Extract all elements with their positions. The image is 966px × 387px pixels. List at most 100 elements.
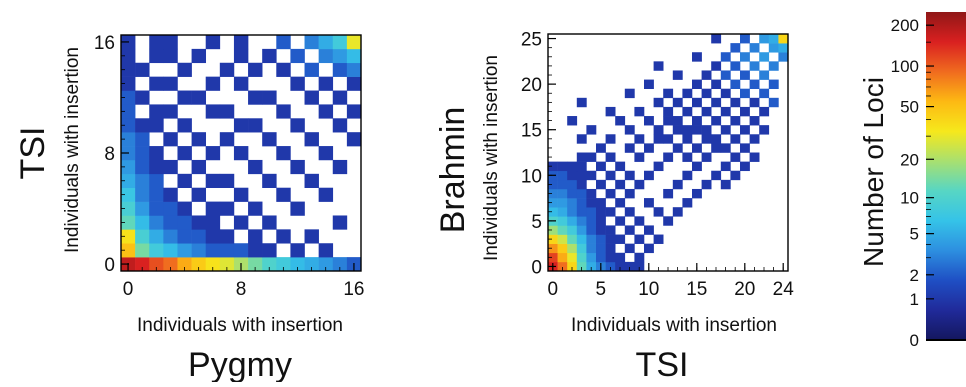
- heatmap-cell: [596, 216, 606, 226]
- heatmap-cell: [557, 261, 568, 272]
- heatmap-cell: [135, 118, 150, 133]
- heatmap-cell: [163, 257, 178, 272]
- heatmap-cell: [567, 188, 578, 199]
- panel-1-cells: [121, 35, 362, 272]
- heatmap-cell: [205, 146, 221, 161]
- panel-1-x-axis-label: Individuals with insertion: [137, 315, 343, 336]
- heatmap-cell: [615, 216, 626, 226]
- heatmap-cell: [605, 243, 616, 254]
- heatmap-cell: [672, 179, 683, 190]
- heatmap-cell: [605, 225, 616, 235]
- heatmap-cell: [759, 106, 770, 117]
- heatmap-cell: [692, 79, 702, 89]
- heatmap-cell: [135, 215, 150, 230]
- heatmap-cell: [248, 118, 263, 133]
- colorbar-tick-label: 1: [910, 290, 919, 309]
- heatmap-cell: [557, 207, 568, 217]
- heatmap-cell: [749, 79, 760, 89]
- heatmap-cell: [219, 62, 235, 77]
- heatmap-cell: [576, 152, 587, 162]
- heatmap-cell: [586, 170, 597, 181]
- heatmap-cell: [177, 257, 192, 272]
- heatmap-cell: [740, 52, 750, 62]
- heatmap-cell: [615, 161, 626, 172]
- colorbar-tick-label: 50: [900, 98, 919, 117]
- heatmap-cell: [276, 146, 291, 161]
- heatmap-cell: [759, 125, 770, 135]
- heatmap-cell: [730, 61, 741, 71]
- x-tick-label: 0: [548, 279, 559, 300]
- heatmap-cell: [276, 257, 291, 272]
- panel-2-y-axis-label: Individuals with insertion: [481, 55, 502, 261]
- heatmap-cell: [248, 90, 263, 105]
- heatmap-cell: [557, 225, 568, 235]
- heatmap-cell: [567, 225, 578, 235]
- heatmap-cell: [149, 201, 164, 216]
- heatmap-cell: [672, 125, 683, 135]
- heatmap-cell: [262, 90, 277, 105]
- y-tick-label: 25: [521, 30, 542, 51]
- heatmap-cell: [596, 243, 606, 254]
- heatmap-cell: [567, 161, 578, 172]
- heatmap-cell: [548, 243, 558, 254]
- heatmap-cell: [711, 61, 722, 71]
- heatmap-cell: [634, 261, 645, 272]
- y-tick-label: 16: [94, 33, 115, 54]
- heatmap-cell: [720, 106, 731, 117]
- heatmap-cell: [605, 188, 616, 199]
- heatmap-cell: [730, 79, 741, 89]
- heatmap-cell: [290, 76, 305, 91]
- heatmap-cell: [248, 159, 263, 175]
- heatmap-cell: [332, 62, 348, 77]
- heatmap-cell: [692, 125, 702, 135]
- heatmap-cell: [624, 125, 635, 135]
- heatmap-cell: [191, 215, 207, 230]
- colorbar-label: Number of Loci: [858, 77, 889, 267]
- heatmap-cell: [149, 257, 164, 272]
- heatmap-cell: [191, 48, 207, 64]
- heatmap-cell: [121, 159, 136, 175]
- heatmap-cell: [567, 234, 578, 244]
- heatmap-cell: [177, 62, 192, 77]
- heatmap-cell: [346, 132, 362, 147]
- heatmap-cell: [759, 52, 770, 62]
- heatmap-cell: [644, 198, 654, 208]
- heatmap-cell: [672, 207, 683, 217]
- heatmap-cell: [740, 161, 750, 172]
- heatmap-cell: [634, 152, 645, 162]
- y-tick-label: 0: [531, 257, 542, 278]
- heatmap-cell: [778, 52, 789, 62]
- heatmap-cell: [768, 79, 779, 89]
- heatmap-cell: [205, 229, 221, 244]
- panel-1-panel-title: Pygmy: [188, 346, 292, 382]
- heatmap-cell: [248, 62, 263, 77]
- heatmap-cell: [318, 146, 334, 161]
- heatmap-cell: [605, 134, 616, 144]
- heatmap-cell: [624, 207, 635, 217]
- heatmap-cell: [711, 79, 722, 89]
- panel-1-ticks: 0 8 16 0 8 16: [94, 33, 365, 300]
- heatmap-cell: [163, 76, 178, 91]
- heatmap-cell: [567, 207, 578, 217]
- heatmap-cell: [663, 106, 674, 117]
- y-tick-label: 15: [521, 121, 542, 142]
- heatmap-cell: [692, 161, 702, 172]
- heatmap-cell: [576, 170, 587, 181]
- heatmap-cell: [663, 152, 674, 162]
- heatmap-cell: [548, 234, 558, 244]
- heatmap-cell: [191, 229, 207, 244]
- heatmap-cell: [233, 146, 249, 161]
- heatmap-cell: [692, 52, 702, 62]
- heatmap-cell: [177, 146, 192, 161]
- heatmap-cell: [121, 48, 136, 64]
- heatmap-cell: [605, 261, 616, 272]
- heatmap-cell: [191, 187, 207, 202]
- heatmap-cell: [276, 35, 291, 50]
- heatmap-cell: [692, 97, 702, 108]
- heatmap-cell: [663, 188, 674, 199]
- heatmap-cell: [205, 35, 221, 50]
- heatmap-cell: [567, 261, 578, 272]
- heatmap-cell: [191, 159, 207, 175]
- heatmap-cell: [644, 143, 654, 153]
